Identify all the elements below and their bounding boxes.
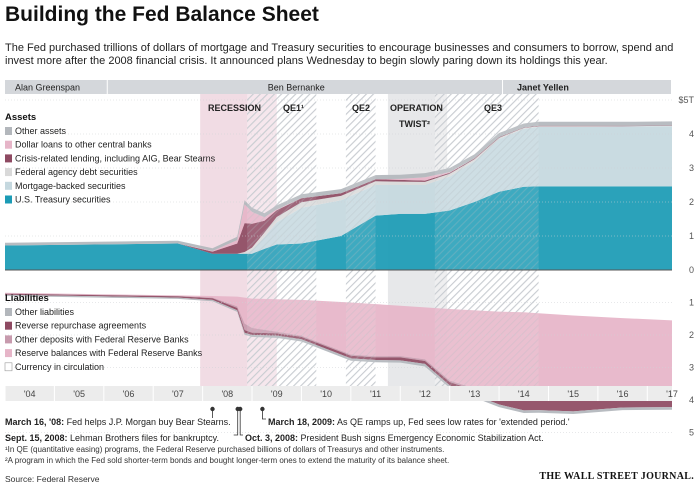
x-tick-label: '11 [370,389,381,399]
chair-label-alan-greenspan: Alan Greenspan [15,83,80,93]
chart-subtitle: The Fed purchased trillions of dollars o… [5,42,674,67]
event-description: President Bush signs Emergency Economic … [298,433,544,443]
period-label-qe1: QE1¹ [283,103,304,113]
asset-legend-swatch-dollar-loans-to-other-central-banks [5,140,12,149]
liability-legend-label-other-deposits-with-federal-reserve-banks: Other deposits with Federal Reserve Bank… [15,334,189,344]
event-description: Lehman Brothers files for bankruptcy. [68,433,219,443]
asset-y-tick-label: 2 [689,197,694,207]
liability-legend-label-other-liabilities: Other liabilities [15,307,75,317]
asset-y-tick-label: $5T [678,95,694,105]
period-label-qe3: QE3 [484,103,502,113]
asset-legend-label-mortgage-backed-securities: Mortgage-backed securities [15,181,126,191]
asset-legend-label-crisis-related-lending-including-aig-bear-stearns: Crisis-related lending, including AIG, B… [15,153,216,163]
source-note: Source: Federal Reserve [5,474,100,484]
asset-legend-swatch-crisis-related-lending-including-aig-bear-stearns [5,154,12,163]
asset-y-tick-label: 4 [689,129,694,139]
asset-legend-label-u-s-treasury-securities: U.S. Treasury securities [15,195,111,205]
x-tick-label: '13 [469,389,481,399]
liability-y-tick-label: 4 [689,395,694,405]
liability-legend-swatch-reverse-repurchase-agreements [5,321,12,330]
asset-legend-title: Assets [5,112,36,123]
x-tick-label: '14 [518,389,530,399]
asset-y-tick-label: 1 [689,231,694,241]
liability-legend-swatch-reserve-balances-with-federal-reserve-banks [5,349,12,358]
x-tick-label: '16 [617,389,629,399]
footnote-qe: ¹In QE (quantitative easing) programs, t… [5,445,445,454]
liability-legend-swatch-other-liabilities [5,308,12,316]
x-tick-label: '05 [73,389,85,399]
asset-legend-swatch-federal-agency-debt-securities [5,168,12,177]
chair-label-ben-bernanke: Ben Bernanke [268,83,325,93]
event-description: As QE ramps up, Fed sees low rates for '… [335,417,570,427]
period-label-operation: OPERATION [390,103,443,113]
x-tick-label: '06 [123,389,135,399]
x-tick-label: '07 [172,389,184,399]
x-tick-label: '17 [666,389,678,399]
x-tick-label: '09 [271,389,283,399]
event-label: Oct. 3, 2008: President Bush signs Emerg… [245,433,544,443]
asset-legend-label-other-assets: Other assets [15,126,67,136]
publisher-logo: THE WALL STREET JOURNAL. [539,471,694,482]
liability-legend-label-reverse-repurchase-agreements: Reverse repurchase agreements [15,321,147,331]
event-date: March 16, '08: [5,417,64,427]
period-label-qe2: QE2 [352,103,370,113]
event-date: Sept. 15, 2008: [5,433,68,443]
event-leader [239,409,243,436]
event-label: March 18, 2009: As QE ramps up, Fed sees… [268,417,570,427]
period-hatch-overlay-qe1 [247,94,317,386]
x-tick-label: '10 [320,389,332,399]
liability-y-tick-label: 5 [689,428,694,438]
asset-legend-swatch-u-s-treasury-securities [5,195,12,204]
asset-legend-swatch-mortgage-backed-securities [5,181,12,190]
x-axis-band [5,386,672,401]
asset-y-tick-label: 0 [689,265,694,275]
event-date: March 18, 2009: [268,417,335,427]
chart-title: Building the Fed Balance Sheet [5,3,319,26]
chair-label-janet-yellen: Janet Yellen [517,83,569,93]
asset-legend-swatch-other-assets [5,127,12,135]
period-hatch-overlay-qe2 [345,94,376,386]
chair-bar-ben-bernanke [107,80,503,94]
liability-legend-title: Liabilities [5,293,49,304]
chair-bar-alan-greenspan [5,80,107,94]
liability-legend-label-currency-in-circulation: Currency in circulation [15,362,104,372]
period-hatch-overlay-qe3 [434,94,539,386]
event-description: Fed helps J.P. Morgan buy Bear Stearns. [64,417,230,427]
liability-legend-swatch-currency-in-circulation [4,362,13,372]
liability-area-reverse-repurchase-agreements [5,293,672,412]
footnote-twist: ²A program in which the Fed sold shorter… [5,456,450,465]
liability-y-tick-label: 3 [689,363,694,373]
liability-y-tick-label: 1 [689,298,694,308]
event-leader [262,409,266,420]
asset-legend-label-federal-agency-debt-securities: Federal agency debt securities [15,167,138,177]
asset-y-tick-label: 3 [689,163,694,173]
asset-legend-label-dollar-loans-to-other-central-banks: Dollar loans to other central banks [15,140,152,150]
liability-y-tick-label: 2 [689,330,694,340]
chair-bar-janet-yellen [503,80,671,94]
event-date: Oct. 3, 2008: [245,433,298,443]
x-tick-label: '15 [567,389,579,399]
event-leader [233,409,239,436]
event-label: March 16, '08: Fed helps J.P. Morgan buy… [5,417,231,427]
liability-area-other-liabilities [5,294,672,414]
period-label-recession: RECESSION [208,103,261,113]
period-label-twist: TWIST² [399,119,430,129]
liability-legend-swatch-other-deposits-with-federal-reserve-banks [5,335,12,344]
x-tick-label: '12 [419,389,431,399]
x-tick-label: '04 [24,389,36,399]
x-tick-label: '08 [221,389,233,399]
liability-legend-label-reserve-balances-with-federal-reserve-banks: Reserve balances with Federal Reserve Ba… [15,348,203,358]
event-label: Sept. 15, 2008: Lehman Brothers files fo… [5,433,219,443]
